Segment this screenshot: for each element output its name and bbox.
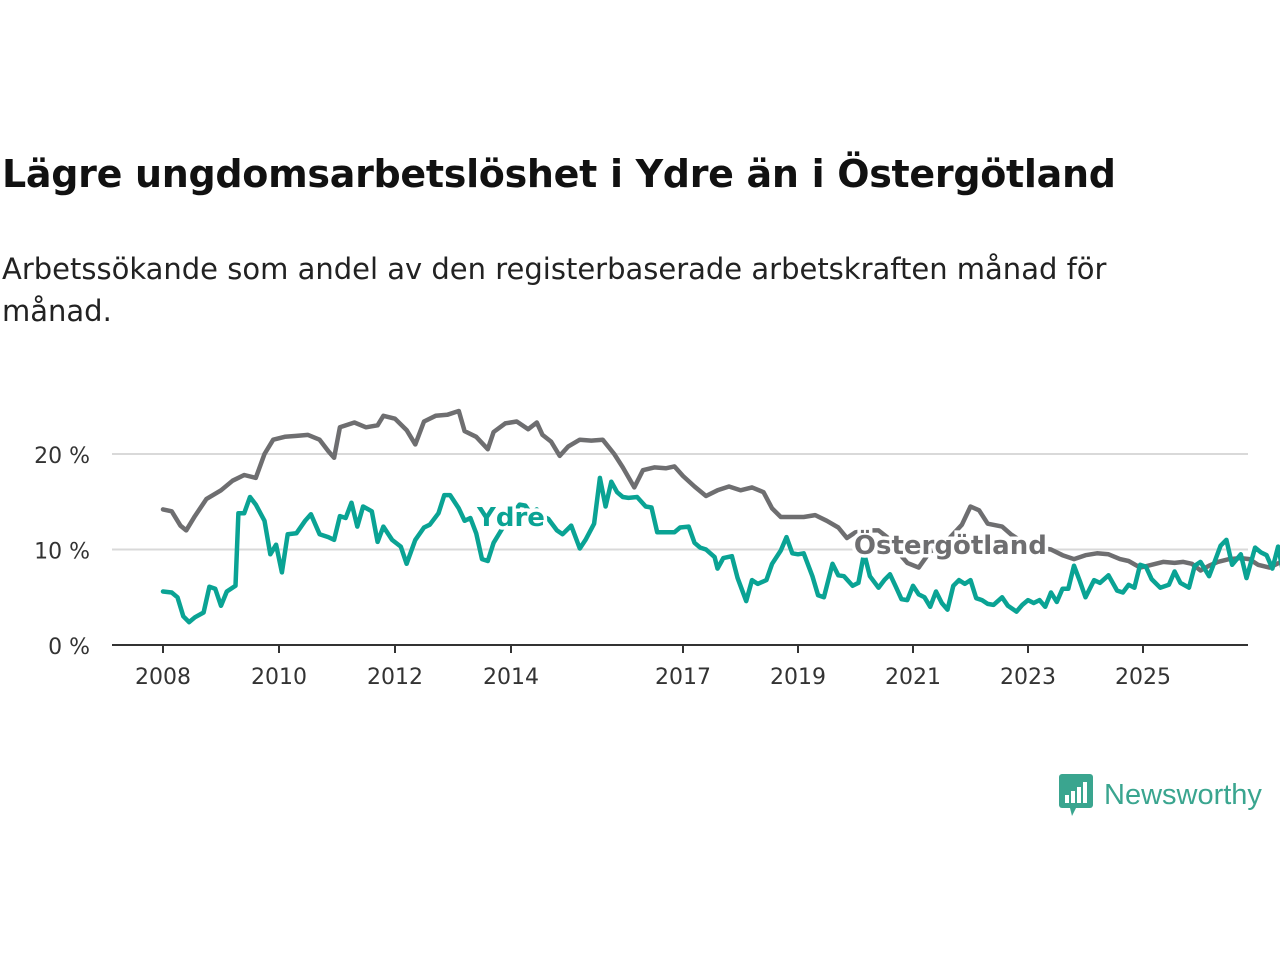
x-tick-label: 2010 <box>251 665 307 690</box>
y-tick-label: 20 % <box>34 444 90 469</box>
x-tick-label: 2021 <box>885 665 941 690</box>
x-tick-label: 2008 <box>135 665 191 690</box>
x-tick-label: 2019 <box>770 665 826 690</box>
chart-subtitle: Arbetssökande som andel av den registerb… <box>2 252 1107 328</box>
y-tick-label: 10 % <box>34 540 90 565</box>
series-line-ydre <box>160 475 1280 625</box>
brand-name: Newsworthy <box>1104 778 1262 811</box>
series-line--sterg-tland <box>160 408 1280 573</box>
newsworthy-logo[interactable]: Newsworthy <box>1058 773 1262 817</box>
x-tick-label: 2017 <box>655 665 711 690</box>
y-tick-label: 0 % <box>48 635 90 660</box>
x-tick-label: 2023 <box>1000 665 1056 690</box>
x-tick-label: 2025 <box>1115 665 1171 690</box>
line-chart: 0 % 10 % 20 % 2008 2010 2012 2014 2017 2019 2021 2… <box>34 408 1280 690</box>
newsworthy-logo-icon <box>1059 774 1093 816</box>
x-tick-label: 2012 <box>367 665 423 690</box>
series-label-ydre: Ydre <box>476 503 545 533</box>
x-tick-label: 2014 <box>483 665 539 690</box>
chart-title: Lägre ungdomsarbetslöshet i Ydre än i Ös… <box>2 152 1116 196</box>
series-label--sterg-tland: Östergötland <box>854 528 1047 561</box>
